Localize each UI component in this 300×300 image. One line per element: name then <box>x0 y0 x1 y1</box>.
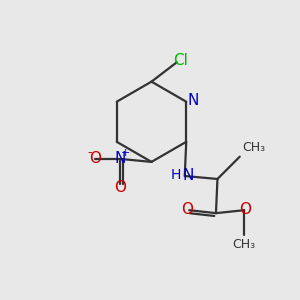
Text: O: O <box>181 202 193 217</box>
Text: O: O <box>114 180 126 195</box>
Text: O: O <box>239 202 251 217</box>
Text: N: N <box>188 93 200 108</box>
Text: Cl: Cl <box>173 53 188 68</box>
Text: -: - <box>87 146 92 160</box>
Text: CH₃: CH₃ <box>232 238 256 251</box>
Text: O: O <box>89 152 101 166</box>
Text: N: N <box>115 152 126 166</box>
Text: +: + <box>121 148 130 158</box>
Text: CH₃: CH₃ <box>242 141 265 154</box>
Text: N: N <box>182 168 194 183</box>
Text: H: H <box>171 168 181 182</box>
